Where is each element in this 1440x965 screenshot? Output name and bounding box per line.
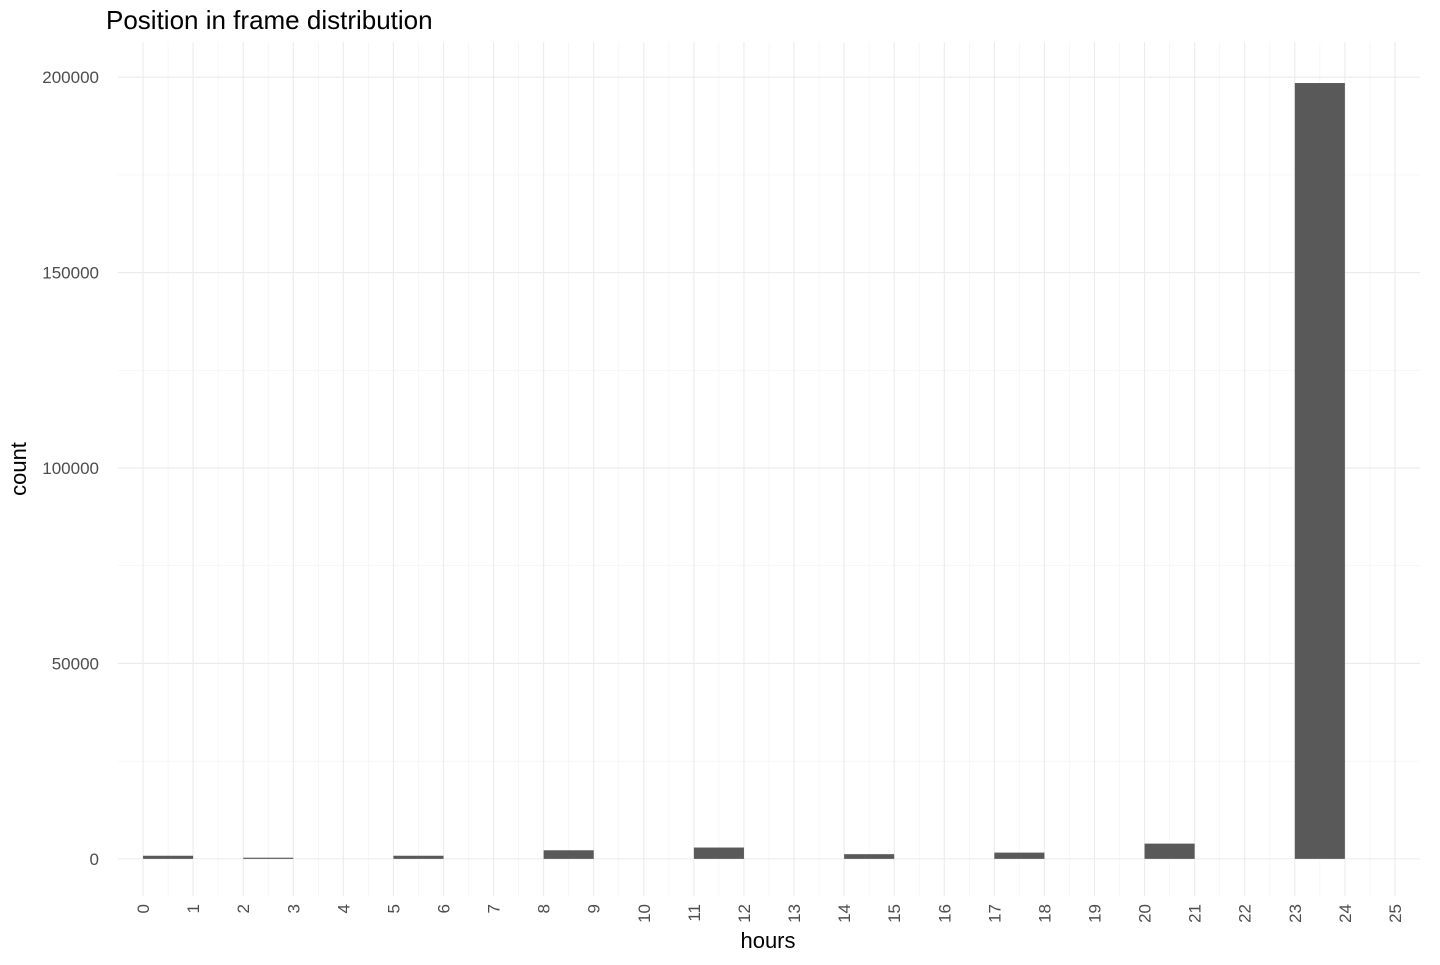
histogram-bar (543, 850, 594, 859)
x-tick-label: 19 (1086, 904, 1105, 923)
histogram-bar (243, 857, 294, 859)
x-axis-ticks: 0 1 2 3 4 5 6 7 8 9 10 11 12 13 14 15 16 17 18 19 20 21 22 23 24… (134, 904, 1405, 923)
histogram-bar (143, 855, 194, 859)
y-tick-label: 150000 (42, 264, 99, 283)
x-tick-label: 22 (1236, 904, 1255, 923)
x-tick-label: 14 (835, 904, 854, 923)
x-tick-label: 1 (184, 904, 203, 913)
histogram-bar (844, 854, 895, 859)
y-tick-label: 100000 (42, 459, 99, 478)
x-tick-label: 2 (234, 904, 253, 913)
histogram-bar (994, 852, 1045, 859)
y-axis-title: count (6, 442, 31, 496)
x-tick-label: 18 (1035, 904, 1054, 923)
y-tick-label: 0 (90, 850, 99, 869)
x-tick-label: 10 (635, 904, 654, 923)
x-tick-label: 16 (935, 904, 954, 923)
x-axis-title: hours (740, 928, 795, 953)
y-tick-label: 200000 (42, 68, 99, 87)
x-tick-label: 12 (735, 904, 754, 923)
x-tick-label: 21 (1186, 904, 1205, 923)
x-tick-label: 9 (585, 904, 604, 913)
x-tick-label: 13 (785, 904, 804, 923)
histogram-bar (393, 855, 444, 859)
y-axis-ticks: 0 50000 100000 150000 200000 (42, 68, 99, 869)
x-tick-label: 0 (134, 904, 153, 913)
x-tick-label: 3 (284, 904, 303, 913)
chart-title: Position in frame distribution (106, 5, 433, 35)
y-tick-label: 50000 (52, 654, 99, 673)
x-tick-label: 20 (1136, 904, 1155, 923)
x-tick-label: 8 (535, 904, 554, 913)
histogram-bar (1144, 843, 1195, 859)
x-tick-label: 5 (384, 904, 403, 913)
x-tick-label: 7 (485, 904, 504, 913)
x-tick-label: 23 (1286, 904, 1305, 923)
histogram-bar (693, 847, 744, 859)
bars (143, 83, 1345, 859)
x-tick-label: 15 (885, 904, 904, 923)
x-tick-label: 4 (334, 904, 353, 913)
x-tick-label: 24 (1336, 904, 1355, 923)
grid-lines (118, 42, 1420, 896)
x-tick-label: 6 (435, 904, 454, 913)
x-tick-label: 11 (685, 904, 704, 922)
histogram-bar (1294, 83, 1345, 859)
x-tick-label: 17 (985, 904, 1004, 923)
x-tick-label: 25 (1386, 904, 1405, 923)
